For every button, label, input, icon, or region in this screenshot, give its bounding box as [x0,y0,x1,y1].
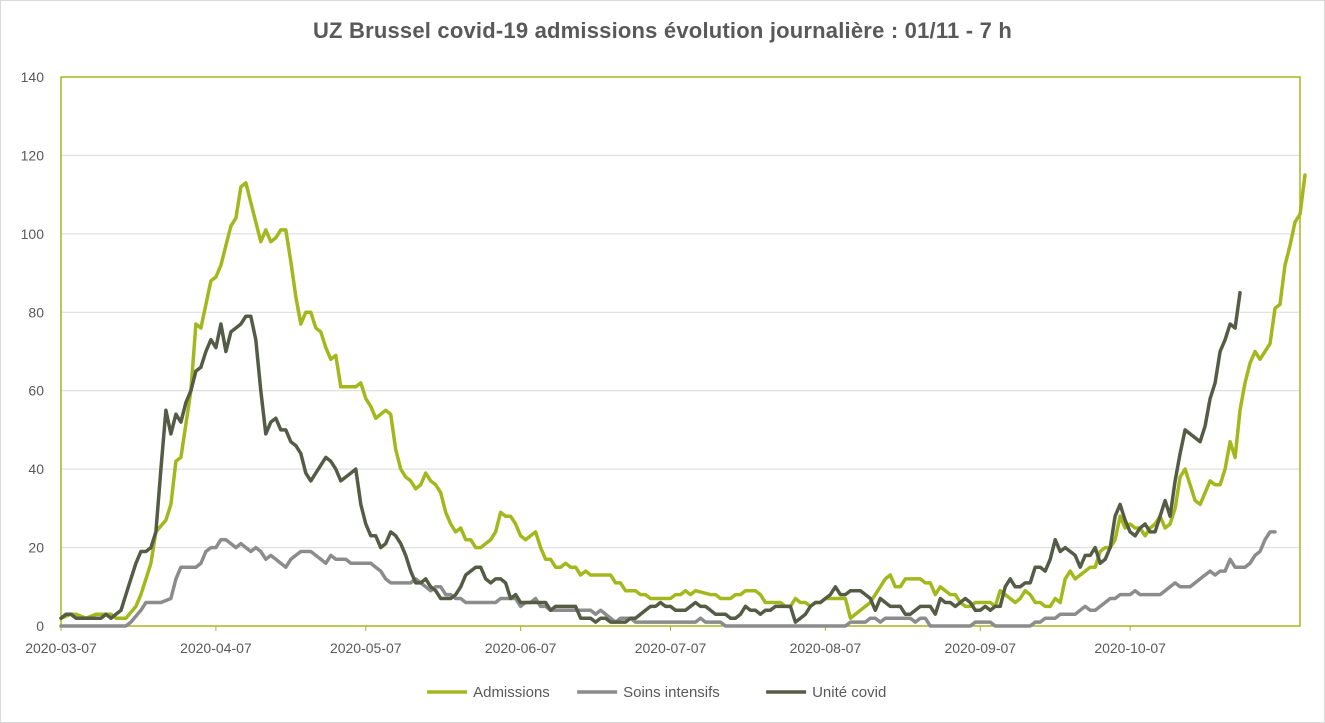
legend-label: Soins intensifs [623,684,720,701]
x-tick-label: 2020-10-07 [1094,640,1166,656]
y-tick-label: 40 [28,461,44,477]
chart-title: UZ Brussel covid-19 admissions évolution… [312,18,1013,43]
x-tick-label: 2020-09-07 [944,640,1016,656]
legend-label: Unité covid [812,684,886,701]
series-line-unité-covid [59,290,1242,624]
plot-area-border [60,76,1301,627]
x-tick-label: 2020-06-07 [485,640,557,656]
gridlines [61,154,1300,549]
series-lines [59,173,1307,628]
legend-label: Admissions [473,684,550,701]
x-axis: 2020-03-07 2020-04-07 2020-05-07 2020-06-07… [25,626,1166,656]
y-tick-label: 20 [28,540,44,556]
y-tick-label: 100 [21,226,45,242]
x-tick-label: 2020-03-07 [25,640,97,656]
y-tick-label: 80 [28,304,44,320]
x-tick-label: 2020-05-07 [330,640,402,656]
y-axis: 0 20 40 60 80 100 120 140 [21,69,45,634]
legend: Admissions Soins intensifs Unité covid [427,684,886,701]
x-tick-label: 2020-07-07 [635,640,707,656]
series-line-soins-intensifs [59,530,1277,628]
series-line-admissions [59,173,1307,620]
y-tick-label: 60 [28,383,44,399]
y-tick-label: 140 [21,69,45,85]
y-tick-label: 0 [36,618,44,634]
x-tick-label: 2020-04-07 [180,640,252,656]
y-tick-label: 120 [21,147,45,163]
x-tick-label: 2020-08-07 [790,640,862,656]
